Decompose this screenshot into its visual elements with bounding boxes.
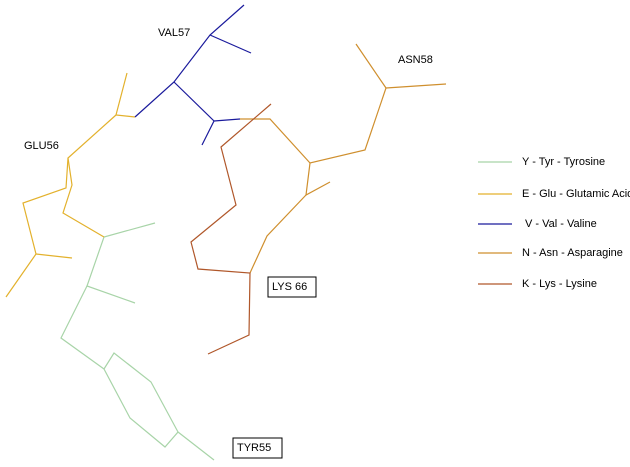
asn-bonds (249, 194, 307, 274)
structure (5, 4, 447, 461)
legend: Y - Tyr - Tyrosine E - Glu - Glutamic Ac… (478, 156, 630, 290)
residue-labels: VAL57 ASN58 GLU56 LYS 66 TYR55 (24, 27, 433, 459)
asn-bonds (240, 43, 387, 164)
glu-bonds (115, 72, 136, 118)
tyr-bonds (60, 285, 179, 448)
tyr-bonds (86, 222, 156, 304)
label-box (232, 437, 283, 459)
legend-label: Y - Tyr - Tyrosine (522, 156, 605, 168)
legend-label: K - Lys - Lysine (522, 278, 597, 290)
tyr-bonds (177, 431, 215, 461)
glu-bonds (5, 157, 69, 298)
val-bonds (134, 4, 245, 118)
lys-bonds (190, 103, 272, 355)
residue-label: GLU56 (24, 140, 59, 152)
val-bonds (213, 118, 241, 122)
val-bonds (209, 34, 252, 54)
asn-bonds (385, 83, 447, 89)
legend-label: N - Asn - Asparagine (522, 247, 623, 259)
legend-label: E - Glu - Glutamic Acid (522, 188, 630, 200)
legend-label: V - Val - Valine (525, 218, 597, 230)
asn-bonds (305, 162, 331, 197)
val-bonds (173, 81, 215, 146)
glu-bonds (62, 114, 117, 238)
residue-label: ASN58 (398, 54, 433, 66)
label-box (267, 276, 317, 298)
residue-label: LYS 66 (272, 281, 307, 293)
glu-bonds (35, 253, 73, 259)
residue-label: VAL57 (158, 27, 190, 39)
residue-label: TYR55 (237, 442, 271, 454)
